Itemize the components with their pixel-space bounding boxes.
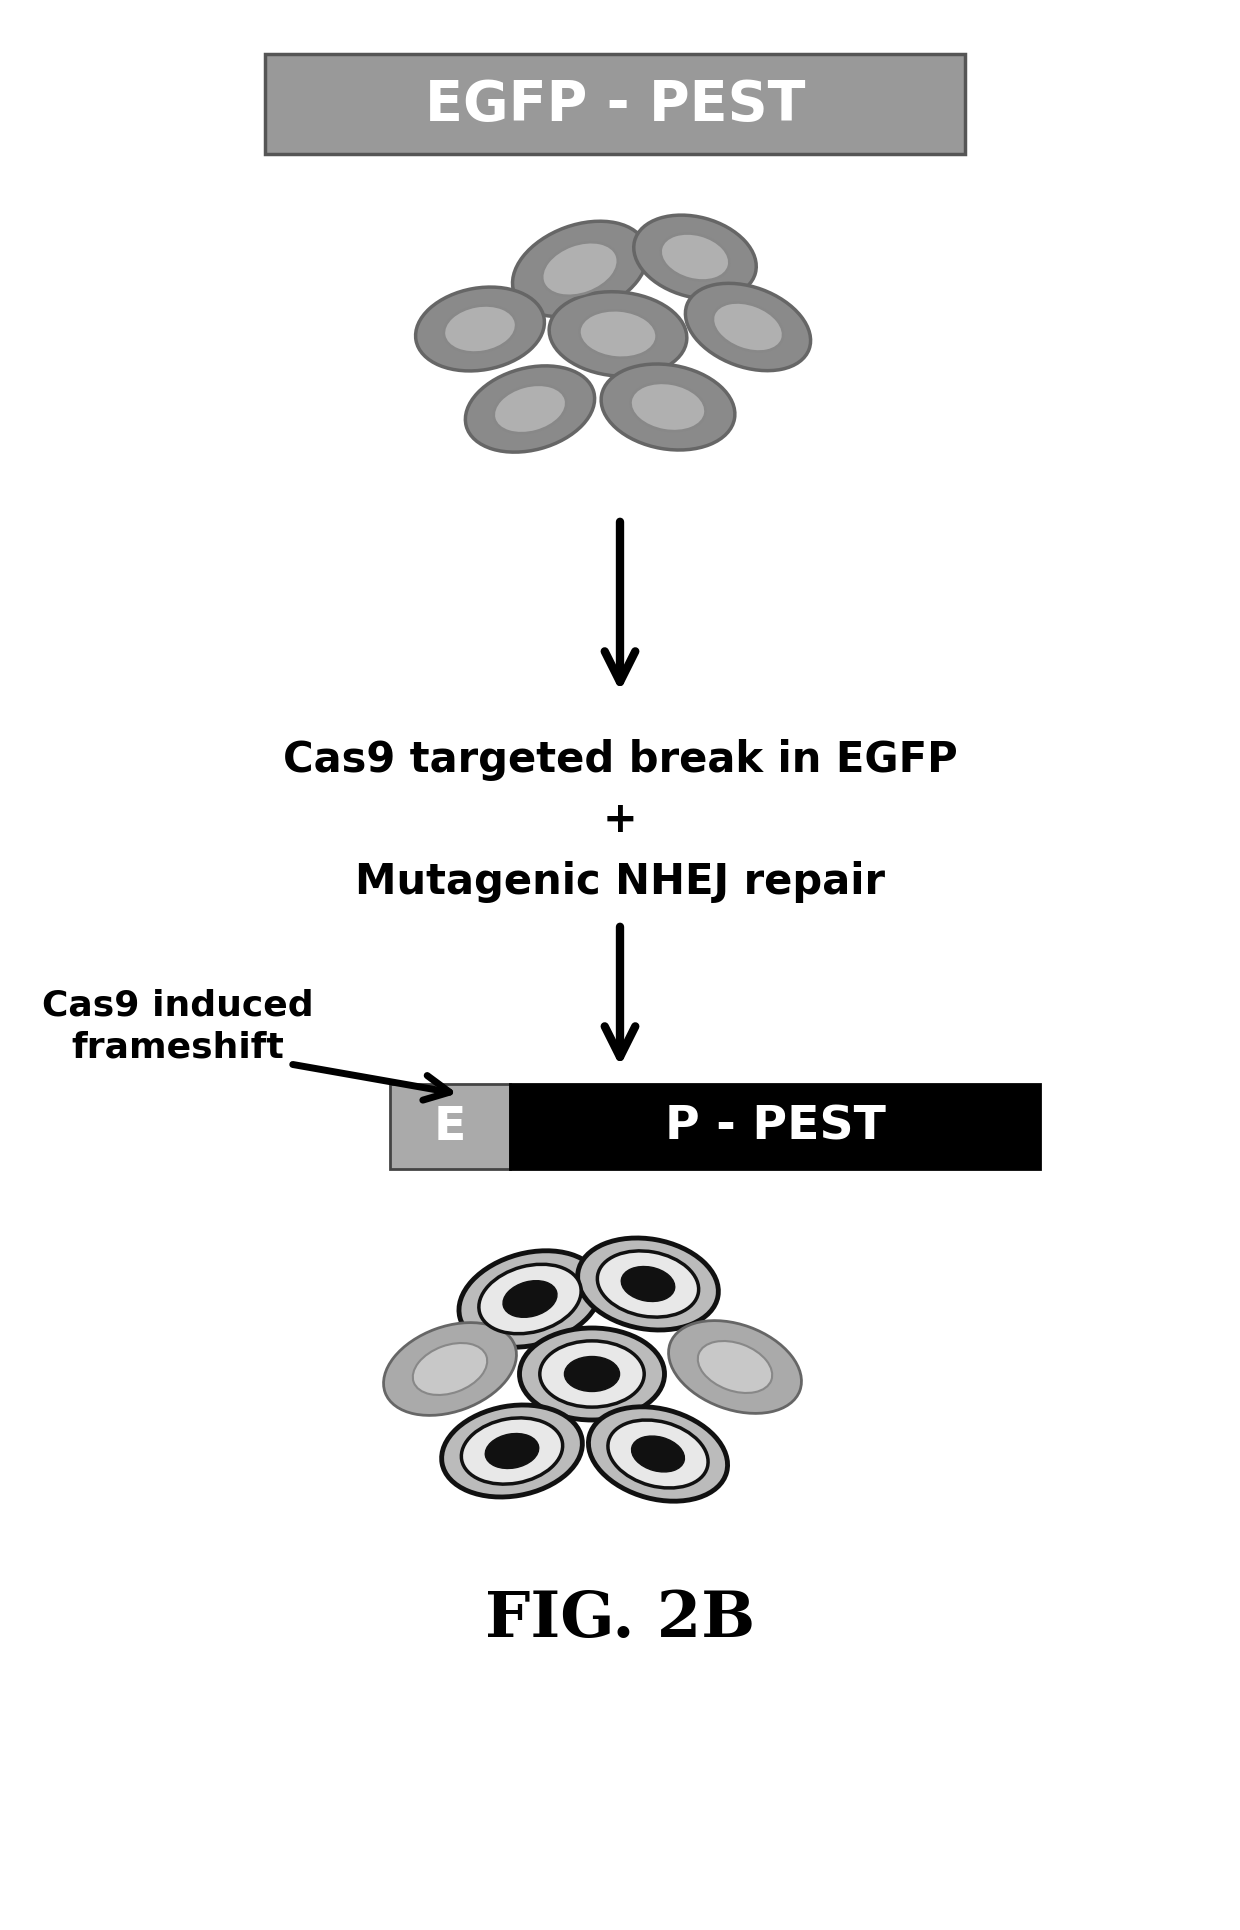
Ellipse shape	[601, 365, 735, 452]
Ellipse shape	[444, 307, 516, 353]
Ellipse shape	[631, 384, 706, 432]
Text: EGFP - PEST: EGFP - PEST	[425, 77, 805, 131]
Ellipse shape	[686, 284, 811, 371]
Ellipse shape	[461, 1419, 563, 1484]
Text: Cas9 targeted break in EGFP: Cas9 targeted break in EGFP	[283, 739, 957, 780]
Ellipse shape	[698, 1341, 773, 1393]
Ellipse shape	[578, 1239, 718, 1330]
Ellipse shape	[520, 1328, 665, 1420]
Ellipse shape	[631, 1436, 684, 1473]
Ellipse shape	[598, 1251, 698, 1318]
Ellipse shape	[713, 303, 782, 353]
Ellipse shape	[485, 1434, 538, 1469]
Bar	[391, 1085, 510, 1170]
Text: frameshift: frameshift	[72, 1031, 284, 1065]
Ellipse shape	[503, 1282, 557, 1318]
Ellipse shape	[542, 243, 618, 297]
Text: P - PEST: P - PEST	[665, 1104, 885, 1150]
Ellipse shape	[441, 1405, 583, 1498]
Ellipse shape	[415, 288, 544, 372]
Ellipse shape	[459, 1251, 601, 1347]
Ellipse shape	[512, 222, 647, 318]
Ellipse shape	[465, 367, 595, 454]
Ellipse shape	[589, 1407, 728, 1502]
Ellipse shape	[608, 1420, 708, 1488]
Text: FIG. 2B: FIG. 2B	[485, 1588, 755, 1650]
Text: Mutagenic NHEJ repair: Mutagenic NHEJ repair	[355, 861, 885, 903]
Text: Cas9 induced: Cas9 induced	[42, 988, 314, 1021]
Ellipse shape	[413, 1343, 487, 1395]
Ellipse shape	[549, 293, 687, 376]
Text: +: +	[603, 799, 637, 841]
Ellipse shape	[539, 1341, 645, 1407]
Ellipse shape	[634, 216, 756, 299]
Text: E: E	[434, 1104, 466, 1150]
Bar	[510, 1085, 1040, 1170]
Ellipse shape	[564, 1357, 620, 1392]
Ellipse shape	[494, 386, 567, 434]
Ellipse shape	[668, 1320, 801, 1413]
Ellipse shape	[579, 311, 656, 359]
Ellipse shape	[383, 1322, 516, 1415]
Ellipse shape	[661, 234, 729, 282]
Ellipse shape	[621, 1266, 675, 1303]
Ellipse shape	[479, 1264, 582, 1334]
FancyBboxPatch shape	[265, 54, 965, 154]
